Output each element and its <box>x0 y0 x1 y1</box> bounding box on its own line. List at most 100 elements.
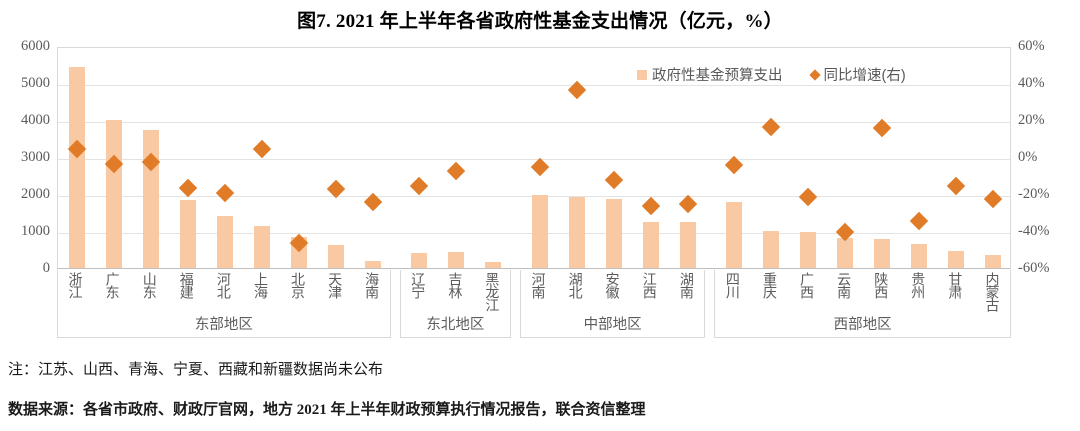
page-title: 图7. 2021 年上半年各省政府性基金支出情况（亿元，%） <box>297 11 783 32</box>
bar-辽宁 <box>411 253 428 268</box>
legend-item-marker: 同比增速(右) <box>808 64 906 85</box>
x-label-重庆: 重庆 <box>761 272 778 298</box>
x-label-天津: 天津 <box>327 272 344 298</box>
bar-海南 <box>365 260 382 268</box>
marker-广西 <box>798 187 818 207</box>
marker-湖南 <box>678 195 698 214</box>
y-tick-right: 0% <box>1018 149 1038 165</box>
x-label-黑龙江: 黑龙江 <box>484 272 501 311</box>
bar-内蒙古 <box>985 254 1002 268</box>
x-label-辽宁: 辽宁 <box>410 272 427 298</box>
x-label-内蒙古: 内蒙古 <box>984 272 1001 311</box>
marker-甘肃 <box>947 176 966 195</box>
region-group-中部地区: 中部地区 <box>519 270 706 338</box>
bar-上海 <box>253 226 270 268</box>
marker-辽宁 <box>410 176 429 195</box>
region-label: 西部地区 <box>833 317 892 333</box>
chart-note: 注：江苏、山西、青海、宁夏、西藏和新疆数据尚未公布 <box>8 362 384 378</box>
x-axis-region-groups: 东部地区 东北地区 中部地区 西部地区 <box>57 270 1011 338</box>
y-tick-right: 20% <box>1018 112 1045 128</box>
marker-内蒙古 <box>984 189 1003 208</box>
bar-山东 <box>142 129 159 268</box>
x-label-上海: 上海 <box>252 272 269 298</box>
y-tick-right: -60% <box>1018 260 1050 276</box>
y-tick-left: 5000 <box>21 75 50 91</box>
region-label: 中部地区 <box>583 317 642 333</box>
marker-重庆 <box>761 117 781 136</box>
bar-甘肃 <box>948 250 965 268</box>
legend-diamond-swatch-icon <box>808 68 821 81</box>
bar-吉林 <box>448 252 465 268</box>
legend-item-bar: 政府性基金预算支出 <box>637 64 783 85</box>
region-label: 东部地区 <box>194 317 253 333</box>
chart-legend: 政府性基金预算支出 同比增速(右) <box>637 64 906 85</box>
legend-marker-label: 同比增速(右) <box>823 68 906 84</box>
region-group-东部地区: 东部地区 <box>57 270 391 338</box>
y-tick-left: 0 <box>42 260 50 276</box>
x-label-广西: 广西 <box>799 272 816 298</box>
x-label-安徽: 安徽 <box>604 272 621 298</box>
y-tick-right: 60% <box>1018 38 1045 54</box>
bar-云南 <box>837 237 854 268</box>
bar-广西 <box>800 232 817 268</box>
bar-江西 <box>642 221 659 268</box>
gridline <box>58 122 1010 123</box>
marker-安徽 <box>604 170 623 190</box>
bar-河北 <box>216 216 233 268</box>
x-label-湖北: 湖北 <box>567 272 584 298</box>
bar-湖北 <box>568 196 585 268</box>
bar-天津 <box>328 244 345 268</box>
bar-湖南 <box>679 221 696 268</box>
region-group-东北地区: 东北地区 <box>399 270 511 338</box>
x-label-河北: 河北 <box>215 272 232 298</box>
x-axis-category-labels: 浙江 广东 山东 福建 河北 上海 北京 天津 海南 辽宁 吉林 黑龙江 河南 湖北 安徽 江西 湖南 四川 重庆广… <box>57 270 1011 328</box>
bar-广东 <box>105 119 122 268</box>
x-label-海南: 海南 <box>364 272 381 298</box>
bar-黑龙江 <box>485 261 502 268</box>
legend-bar-label: 政府性基金预算支出 <box>652 68 783 84</box>
y-tick-right: -40% <box>1018 223 1050 239</box>
x-label-四川: 四川 <box>724 272 741 298</box>
x-label-广东: 广东 <box>104 272 121 298</box>
marker-吉林 <box>447 161 466 181</box>
gridline <box>58 48 1010 49</box>
marker-上海 <box>252 139 272 158</box>
x-label-浙江: 浙江 <box>67 272 84 298</box>
marker-河北 <box>215 183 235 203</box>
bar-浙江 <box>68 67 85 268</box>
y-tick-left: 6000 <box>21 38 50 54</box>
gridline <box>58 85 1010 86</box>
plot-area <box>57 47 1011 269</box>
region-label: 东北地区 <box>426 317 485 333</box>
x-label-福建: 福建 <box>178 272 195 298</box>
y-tick-left: 2000 <box>21 186 50 202</box>
bar-河南 <box>531 195 548 268</box>
marker-贵州 <box>910 211 929 231</box>
marker-河南 <box>530 158 549 177</box>
y-tick-right: 40% <box>1018 75 1045 91</box>
region-group-西部地区: 西部地区 <box>714 270 1011 338</box>
x-label-吉林: 吉林 <box>447 272 464 298</box>
y-tick-left: 3000 <box>21 149 50 165</box>
legend-bar-swatch-icon <box>637 69 647 80</box>
bar-四川 <box>725 201 742 268</box>
x-label-北京: 北京 <box>290 272 307 298</box>
bar-安徽 <box>605 199 622 268</box>
bar-贵州 <box>911 243 928 268</box>
gridline <box>58 159 1010 160</box>
x-label-贵州: 贵州 <box>910 272 927 298</box>
x-label-湖南: 湖南 <box>678 272 695 298</box>
marker-福建 <box>178 178 197 197</box>
x-label-山东: 山东 <box>141 272 158 298</box>
x-label-陕西: 陕西 <box>873 272 890 298</box>
bar-福建 <box>179 200 196 268</box>
y-tick-left: 1000 <box>21 223 50 239</box>
y-tick-left: 4000 <box>21 112 50 128</box>
marker-江西 <box>641 196 660 216</box>
chart-source: 数据来源：各省市政府、财政厅官网，地方 2021 年上半年财政预算执行情况报告，… <box>8 402 646 418</box>
bar-陕西 <box>874 238 891 268</box>
marker-湖北 <box>567 80 586 99</box>
x-label-河南: 河南 <box>530 272 547 298</box>
x-label-甘肃: 甘肃 <box>947 272 964 298</box>
